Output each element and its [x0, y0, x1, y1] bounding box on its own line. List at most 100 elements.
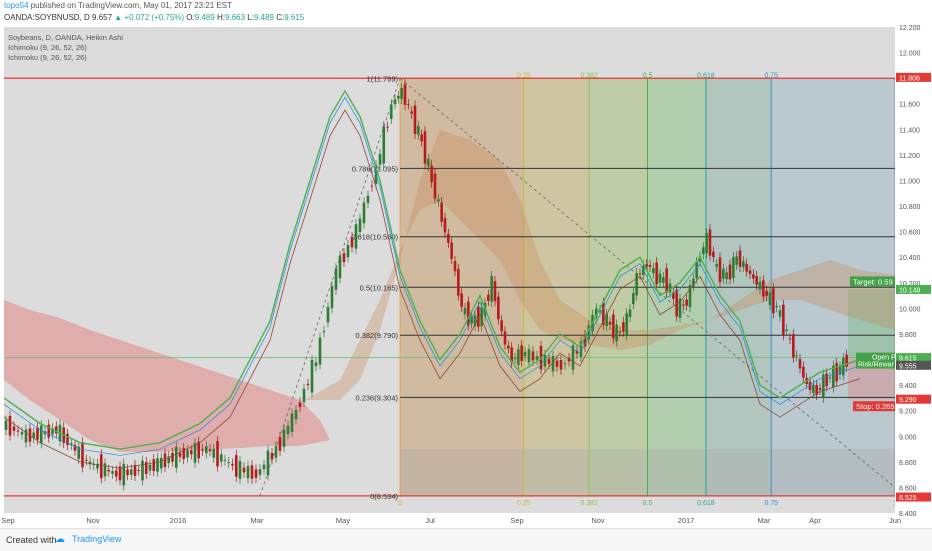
candle-body: [24, 429, 28, 443]
indicator-ichimoku-1[interactable]: Ichimoku (9, 26, 52, 26): [8, 43, 87, 52]
price-tag-label: 9.290: [899, 397, 917, 404]
candle-body: [227, 462, 231, 464]
candle-body: [500, 320, 503, 332]
ohlc-low-label: L:: [247, 13, 254, 22]
candle-body: [487, 294, 490, 301]
candle-body: [507, 345, 510, 349]
candle-body: [397, 95, 400, 99]
ohlc-low: 9.489: [253, 13, 274, 22]
candle-body: [692, 278, 695, 287]
ichimoku-cloud-bearish: [4, 300, 330, 452]
price-tick-label: 10.800: [899, 204, 921, 211]
candle-body: [400, 88, 403, 99]
candle-body: [520, 345, 523, 362]
candle-body: [555, 360, 559, 367]
candle-body: [20, 432, 24, 435]
candle-body: [77, 446, 81, 459]
candle-body: [141, 460, 144, 481]
candle-body: [298, 402, 302, 408]
candle-body: [493, 281, 497, 302]
candle-body: [808, 381, 812, 390]
candle-body: [440, 202, 443, 222]
candle-body: [358, 218, 362, 232]
candle-body: [208, 449, 212, 452]
tradingview-logo[interactable]: TradingView: [72, 534, 122, 544]
candle-body: [107, 469, 111, 472]
candle-body: [447, 233, 450, 243]
price-tag-bg: [896, 353, 931, 363]
candle-body: [437, 199, 440, 202]
candle-body: [204, 446, 208, 454]
candle-body: [513, 357, 517, 359]
candle-body: [242, 467, 246, 473]
candle-body: [510, 347, 513, 363]
candle-body: [778, 310, 782, 317]
candle-body: [665, 268, 668, 293]
price-tick-label: 11.200: [899, 153, 920, 160]
candle-body: [845, 354, 848, 367]
price-tick-label: 12.000: [899, 51, 921, 58]
candle-body: [167, 456, 171, 464]
price-tag-label: 9.615: [899, 356, 917, 363]
candle-body: [393, 99, 397, 105]
author-link[interactable]: topo54: [4, 1, 29, 10]
fib-time-top-label: 0.25: [517, 72, 531, 79]
price-tick-label: 11.400: [899, 127, 920, 134]
candle-body: [433, 173, 437, 199]
candle-body: [688, 285, 692, 308]
target-zone: [848, 289, 895, 358]
candle-body: [682, 304, 685, 306]
time-tick-label: Mar: [758, 516, 771, 525]
ohlc-high-label: H:: [217, 13, 226, 22]
candle-body: [186, 450, 189, 458]
candle-body: [622, 322, 625, 332]
price-tick-label: 10.400: [899, 255, 921, 262]
candle-body: [302, 388, 306, 403]
time-tick-label: Sep: [1, 516, 14, 525]
candle-body: [745, 263, 748, 272]
candle-body: [443, 217, 447, 233]
candle-body: [718, 257, 722, 283]
candle-body: [216, 441, 219, 467]
candle-body: [171, 452, 174, 462]
candle-body: [326, 306, 330, 323]
candle-body: [238, 461, 242, 479]
time-tick-label: May: [336, 516, 350, 525]
fib-time-top-label: 0.382: [580, 72, 598, 79]
candle-body: [490, 276, 493, 302]
candle-body: [467, 301, 470, 326]
candle-body: [782, 304, 785, 336]
candle-body: [702, 247, 705, 255]
price-tag-label: 8.525: [899, 495, 917, 502]
candle-body: [712, 251, 715, 257]
fib-time-bottom-label: 0.5: [643, 500, 653, 507]
candle-body: [775, 305, 778, 308]
candle-body: [752, 274, 755, 279]
candle-body: [212, 448, 216, 458]
ichimoku-conversion-line: [3, 96, 861, 456]
candle-body: [672, 292, 675, 299]
time-tick-label: 2016: [170, 516, 187, 525]
candle-body: [118, 466, 122, 481]
candle-body: [788, 338, 792, 340]
candle-body: [460, 293, 463, 307]
candle-body: [480, 307, 483, 327]
time-tick-label: Sep: [510, 516, 523, 525]
indicator-ichimoku-2[interactable]: Ichimoku (9, 26, 52, 26): [8, 53, 87, 62]
candle-body: [497, 296, 500, 320]
ohlc-high: 9.663: [225, 13, 246, 22]
candle-body: [111, 471, 114, 474]
price-tag-label: 11.806: [899, 75, 920, 82]
candle-body: [457, 268, 460, 296]
fib-level-label: 1(11.799): [366, 74, 398, 83]
candle-body: [403, 84, 407, 105]
candle-body: [294, 409, 298, 420]
indicator-legend: Soybeans, D, OANDA, Heikin Ashi Ichimoku…: [8, 33, 123, 63]
candle-body: [628, 309, 632, 318]
candle-body: [81, 442, 84, 468]
candle-body: [567, 357, 571, 362]
candle-body: [742, 261, 745, 268]
price-chart[interactable]: 0.25 0.382 0.5 0.618 0.75 0 0.25 0.382 0.5 0.618 0…: [0, 0, 932, 528]
candle-body: [815, 385, 818, 395]
candle-body: [632, 293, 635, 305]
